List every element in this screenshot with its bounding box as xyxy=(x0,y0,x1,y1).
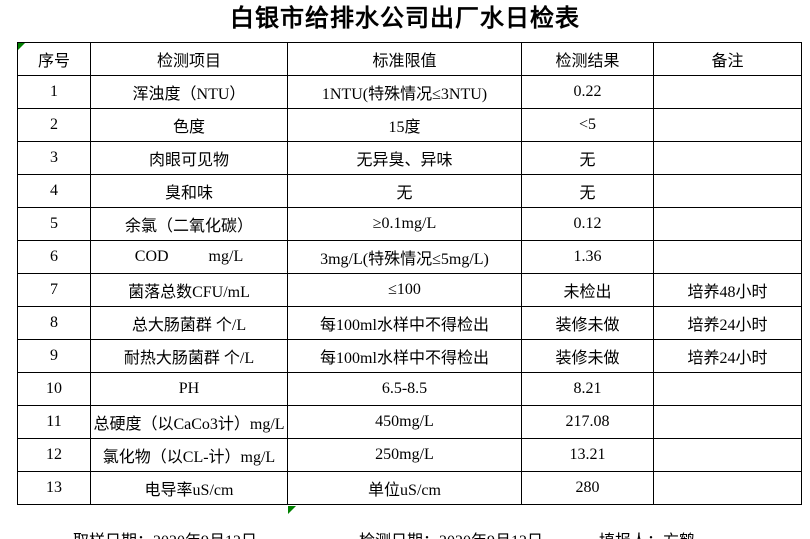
table-cell: 臭和味 xyxy=(90,174,288,208)
table-cell: 6 xyxy=(17,240,91,274)
table-cell: 培养48小时 xyxy=(653,273,802,307)
table-cell xyxy=(653,471,802,505)
table-cell: 450mg/L xyxy=(287,405,522,439)
footer-sampling-date: 取样日期：2020年9月12日 xyxy=(57,509,257,539)
test-date-label: 检测日期： xyxy=(359,533,439,539)
table-cell: 每100ml水样中不得检出 xyxy=(287,339,522,373)
table-cell: 11 xyxy=(17,405,91,439)
table-cell: 总大肠菌群 个/L xyxy=(90,306,288,340)
inspection-table: 序号 检测项目 标准限值 检测结果 备注 1 浑浊度（NTU） 1NTU(特殊情况≤3NTU… xyxy=(17,42,802,505)
table-row: 8 总大肠菌群 个/L 每100ml水样中不得检出 装修未做 培养24小时 xyxy=(17,306,802,340)
table-cell: 9 xyxy=(17,339,91,373)
table-cell: 余氯（二氧化碳） xyxy=(90,207,288,241)
table-cell: 电导率uS/cm xyxy=(90,471,288,505)
table-cell: 无 xyxy=(287,174,522,208)
table-cell: 菌落总数CFU/mL xyxy=(90,273,288,307)
table-cell: 15度 xyxy=(287,108,522,142)
table-cell: 装修未做 xyxy=(521,306,654,340)
table-row: 3 肉眼可见物 无异臭、异味无 xyxy=(17,141,802,175)
table-cell: 3mg/L(特殊情况≤5mg/L) xyxy=(287,240,522,274)
table-cell: 6.5-8.5 xyxy=(287,372,522,406)
table-cell: 3 xyxy=(17,141,91,175)
sampling-date-label: 取样日期： xyxy=(73,533,153,539)
column-header: 标准限值 xyxy=(287,42,522,76)
header-row: 序号 检测项目 标准限值 检测结果 备注 xyxy=(17,42,802,76)
table-cell xyxy=(653,207,802,241)
page-title: 白银市给排水公司出厂水日检表 xyxy=(230,5,580,32)
table-cell: 1NTU(特殊情况≤3NTU) xyxy=(287,75,522,109)
table-cell: PH xyxy=(90,372,288,406)
table-cell: 13 xyxy=(17,471,91,505)
table-cell: 总硬度（以CaCo3计）mg/L xyxy=(90,405,288,439)
column-header: 检测结果 xyxy=(521,42,654,76)
table-cell: 250mg/L xyxy=(287,438,522,472)
table-cell: 色度 xyxy=(90,108,288,142)
table-cell: 2 xyxy=(17,108,91,142)
table-cell: 培养24小时 xyxy=(653,339,802,373)
column-header: 检测项目 xyxy=(90,42,288,76)
table-cell: 0.12 xyxy=(521,207,654,241)
table-cell: 培养24小时 xyxy=(653,306,802,340)
green-corner-marker-bottom xyxy=(288,506,296,514)
table-row: 6 COD mg/L 3mg/L(特殊情况≤5mg/L) 1.36 xyxy=(17,240,802,274)
table-row: 2 色度 15度 <5 xyxy=(17,108,802,142)
green-corner-marker-top-left xyxy=(18,43,25,50)
reporter-name: 方鹤 xyxy=(663,533,695,539)
table-row: 10 PH 6.5-8.5 8.21 xyxy=(17,372,802,406)
footer-reporter: 填报人：方鹤 xyxy=(583,509,695,539)
table-cell xyxy=(653,141,802,175)
table-cell: <5 xyxy=(521,108,654,142)
table-cell: 1 xyxy=(17,75,91,109)
table-cell xyxy=(653,405,802,439)
table-row: 4 臭和味无无 xyxy=(17,174,802,208)
table-cell: 8.21 xyxy=(521,372,654,406)
column-header: 序号 xyxy=(17,42,91,76)
table-cell: 无 xyxy=(521,141,654,175)
table-row: 11 总硬度（以CaCo3计）mg/L 450mg/L 217.08 xyxy=(17,405,802,439)
table-cell: 280 xyxy=(521,471,654,505)
table-cell: 8 xyxy=(17,306,91,340)
test-date-value: 2020年9月12日 xyxy=(439,533,543,539)
table-cell: 未检出 xyxy=(521,273,654,307)
table-cell: 7 xyxy=(17,273,91,307)
table-cell: 217.08 xyxy=(521,405,654,439)
table-cell: 4 xyxy=(17,174,91,208)
table-cell: 浑浊度（NTU） xyxy=(90,75,288,109)
table-cell xyxy=(653,372,802,406)
table-cell: ≤100 xyxy=(287,273,522,307)
table-cell: 每100ml水样中不得检出 xyxy=(287,306,522,340)
table-row: 9 耐热大肠菌群 个/L 每100ml水样中不得检出 装修未做 培养24小时 xyxy=(17,339,802,373)
table-cell xyxy=(653,108,802,142)
table-cell: 无 xyxy=(521,174,654,208)
table-cell: 无异臭、异味 xyxy=(287,141,522,175)
table-cell: 13.21 xyxy=(521,438,654,472)
footer-test-date: 检测日期：2020年9月12日 xyxy=(343,509,543,539)
table-row: 13 电导率uS/cm 单位uS/cm 280 xyxy=(17,471,802,505)
table-row: 12 氯化物（以CL-计）mg/L 250mg/L 13.21 xyxy=(17,438,802,472)
table-cell xyxy=(653,438,802,472)
table-cell xyxy=(653,240,802,274)
table-cell: 氯化物（以CL-计）mg/L xyxy=(90,438,288,472)
table-cell: 单位uS/cm xyxy=(287,471,522,505)
sampling-date-value: 2020年9月12日 xyxy=(153,533,257,539)
table-cell xyxy=(653,174,802,208)
table-cell: 12 xyxy=(17,438,91,472)
reporter-label: 填报人： xyxy=(599,533,663,539)
table-cell: ≥0.1mg/L xyxy=(287,207,522,241)
table-row: 7 菌落总数CFU/mL ≤100 未检出 培养48小时 xyxy=(17,273,802,307)
table-cell: 装修未做 xyxy=(521,339,654,373)
table-cell: 10 xyxy=(17,372,91,406)
table-cell: 耐热大肠菌群 个/L xyxy=(90,339,288,373)
table-cell: 0.22 xyxy=(521,75,654,109)
column-header: 备注 xyxy=(653,42,802,76)
table-row: 1 浑浊度（NTU） 1NTU(特殊情况≤3NTU) 0.22 xyxy=(17,75,802,109)
table-cell: 肉眼可见物 xyxy=(90,141,288,175)
table-cell: 5 xyxy=(17,207,91,241)
table-cell: 1.36 xyxy=(521,240,654,274)
table-cell xyxy=(653,75,802,109)
table-cell: COD mg/L xyxy=(90,240,288,274)
table-row: 5 余氯（二氧化碳） ≥0.1mg/L 0.12 xyxy=(17,207,802,241)
table-body: 1 浑浊度（NTU） 1NTU(特殊情况≤3NTU) 0.22 2 色度 15度 <5 3 肉眼可… xyxy=(17,75,802,505)
